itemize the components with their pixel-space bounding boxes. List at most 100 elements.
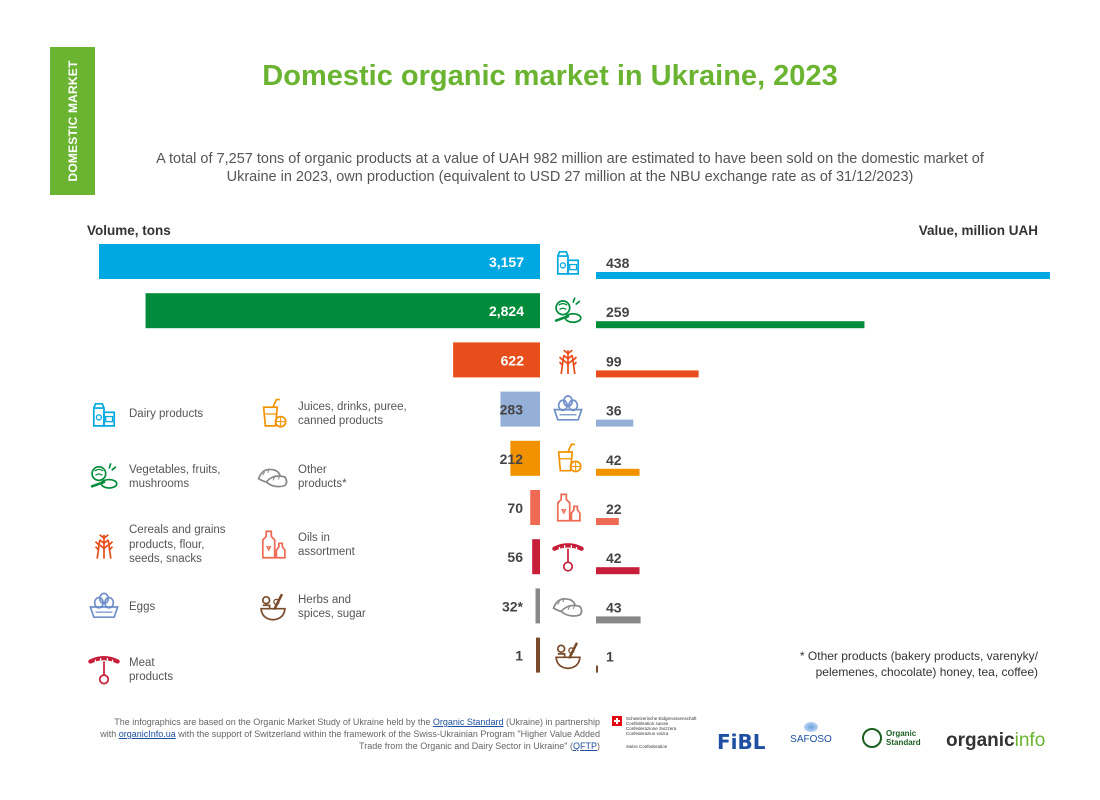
swiss-line: Swiss Confederation xyxy=(626,744,668,749)
legend-cereals: Cereals and grains products, flour, seed… xyxy=(87,523,239,567)
volume-bar-other xyxy=(535,588,540,624)
logo-text: info xyxy=(1014,730,1046,751)
legend-label: Dairy products xyxy=(129,407,204,420)
legend-meat: Meat products xyxy=(87,653,189,687)
legend-juices: Juices, drinks, puree, canned products xyxy=(256,397,408,431)
juice-icon xyxy=(256,397,290,431)
value-label-meat: 42 xyxy=(606,550,622,566)
value-bar-other xyxy=(596,616,641,624)
legend-label: Vegetables, fruits, mushrooms xyxy=(129,463,221,491)
volume-label-vegetables: 2,824 xyxy=(489,303,524,319)
juice-icon xyxy=(557,443,582,473)
value-bar-vegetables xyxy=(596,321,865,329)
value-label-dairy: 438 xyxy=(606,255,630,271)
eggs-icon xyxy=(553,395,583,421)
swiss-line: Confederaziun svizra xyxy=(626,731,669,736)
organic-standard-link[interactable]: Organic Standard xyxy=(432,717,504,727)
organic-standard-emblem-icon xyxy=(862,728,882,748)
legend-label: Cereals and grains products, flour, seed… xyxy=(129,524,226,565)
volume-label-meat: 56 xyxy=(507,549,523,565)
value-bar-oils xyxy=(596,518,619,525)
eggs-icon xyxy=(87,590,121,624)
safoso-logo: SAFOSO xyxy=(786,722,836,745)
value-label-oils: 22 xyxy=(606,501,622,517)
value-label-vegetables: 259 xyxy=(606,304,630,320)
value-label-juices: 42 xyxy=(606,452,622,468)
dumplings-icon xyxy=(256,460,290,494)
side-tab: DOMESTIC MARKET xyxy=(50,47,95,195)
logo-text: Standard xyxy=(886,738,921,747)
mortar-icon xyxy=(554,642,582,670)
swiss-confederation-logo: Schweizerische Eidgenossenschaft Confédé… xyxy=(612,716,697,749)
organicinfo-logo: organicinfo xyxy=(946,730,1045,752)
milk-carton-icon xyxy=(556,250,580,275)
legend-label: Juices, drinks, puree, canned products xyxy=(298,400,407,428)
volume-bar-vegetables xyxy=(145,293,540,329)
mortar-icon xyxy=(256,590,290,624)
value-label-eggs: 36 xyxy=(606,403,622,419)
organic-standard-logo: Organic Standard xyxy=(862,728,921,748)
volume-bar-eggs xyxy=(500,391,540,427)
qftp-link[interactable]: QFTP xyxy=(573,741,597,751)
vegetables-icon xyxy=(87,460,121,494)
value-bar-herbs xyxy=(596,665,598,673)
volume-label-dairy: 3,157 xyxy=(489,254,524,270)
swiss-line: Confédération suisse xyxy=(626,721,669,726)
safoso-emblem-icon xyxy=(804,722,818,732)
value-label-herbs: 1 xyxy=(606,649,614,665)
volume-bar-juices xyxy=(510,440,540,476)
swiss-flag-icon xyxy=(612,716,622,726)
legend-other: Other products* xyxy=(256,460,368,494)
legend-label: Oils in assortment xyxy=(298,531,355,559)
sausage-icon xyxy=(554,545,581,571)
legend-label: Meat products xyxy=(129,656,174,684)
volume-bar-cereals xyxy=(453,342,540,378)
source-part: ) xyxy=(597,741,600,751)
legend-vegetables: Vegetables, fruits, mushrooms xyxy=(87,460,229,494)
volume-label-oils: 70 xyxy=(507,500,523,516)
source-text: The infographics are based on the Organi… xyxy=(100,716,600,752)
dumplings-icon xyxy=(552,597,583,617)
legend-dairy: Dairy products xyxy=(87,397,209,431)
logo-text: organic xyxy=(946,730,1015,751)
value-bar-cereals xyxy=(596,370,699,378)
legend-label: Herbs and spices, sugar xyxy=(298,593,366,621)
fibl-logo: FiBL xyxy=(717,730,766,754)
legend-oils: Oils in assortment xyxy=(256,528,378,562)
page-title: Domestic organic market in Ukraine, 2023 xyxy=(262,60,838,92)
right-axis-label: Value, million UAH xyxy=(918,223,1038,238)
legend-herbs: Herbs and spices, sugar xyxy=(256,590,378,624)
volume-label-other: 32* xyxy=(502,598,524,614)
swiss-line: Schweizerische Eidgenossenschaft xyxy=(626,716,697,721)
subtitle: A total of 7,257 tons of organic product… xyxy=(156,151,984,185)
logo-text: Organic xyxy=(886,729,917,738)
value-bar-meat xyxy=(596,567,640,575)
volume-bar-meat xyxy=(532,539,540,575)
wheat-icon xyxy=(87,528,121,562)
volume-bar-herbs xyxy=(536,637,540,673)
volume-label-cereals: 622 xyxy=(501,352,525,368)
legend-label: Other products* xyxy=(298,463,347,491)
vegetables-icon xyxy=(554,296,583,324)
oil-bottle-icon xyxy=(556,493,581,522)
legend-label: Eggs xyxy=(129,600,156,613)
source-part: (Ukraine) in partnership with xyxy=(100,717,600,739)
sausage-icon xyxy=(87,653,121,687)
volume-label-juices: 212 xyxy=(500,451,524,467)
source-part: with the support of Switzerland within t… xyxy=(175,729,600,751)
volume-bar-oils xyxy=(530,490,540,525)
value-bar-juices xyxy=(596,468,640,476)
safoso-text: SAFOSO xyxy=(790,734,832,745)
wheat-icon xyxy=(558,349,578,375)
oil-bottle-icon xyxy=(256,528,290,562)
organicinfo-link[interactable]: organicInfo.ua xyxy=(118,729,176,739)
swiss-line: Confederazione Svizzera xyxy=(626,726,677,731)
value-bar-dairy xyxy=(596,272,1050,279)
source-part: The infographics are based on the Organi… xyxy=(114,717,433,727)
milk-carton-icon xyxy=(87,397,121,431)
left-axis-label: Volume, tons xyxy=(87,223,171,238)
footnote: * Other products (bakery products, varen… xyxy=(799,649,1038,679)
volume-bar-dairy xyxy=(99,244,540,279)
value-label-other: 43 xyxy=(606,599,622,615)
